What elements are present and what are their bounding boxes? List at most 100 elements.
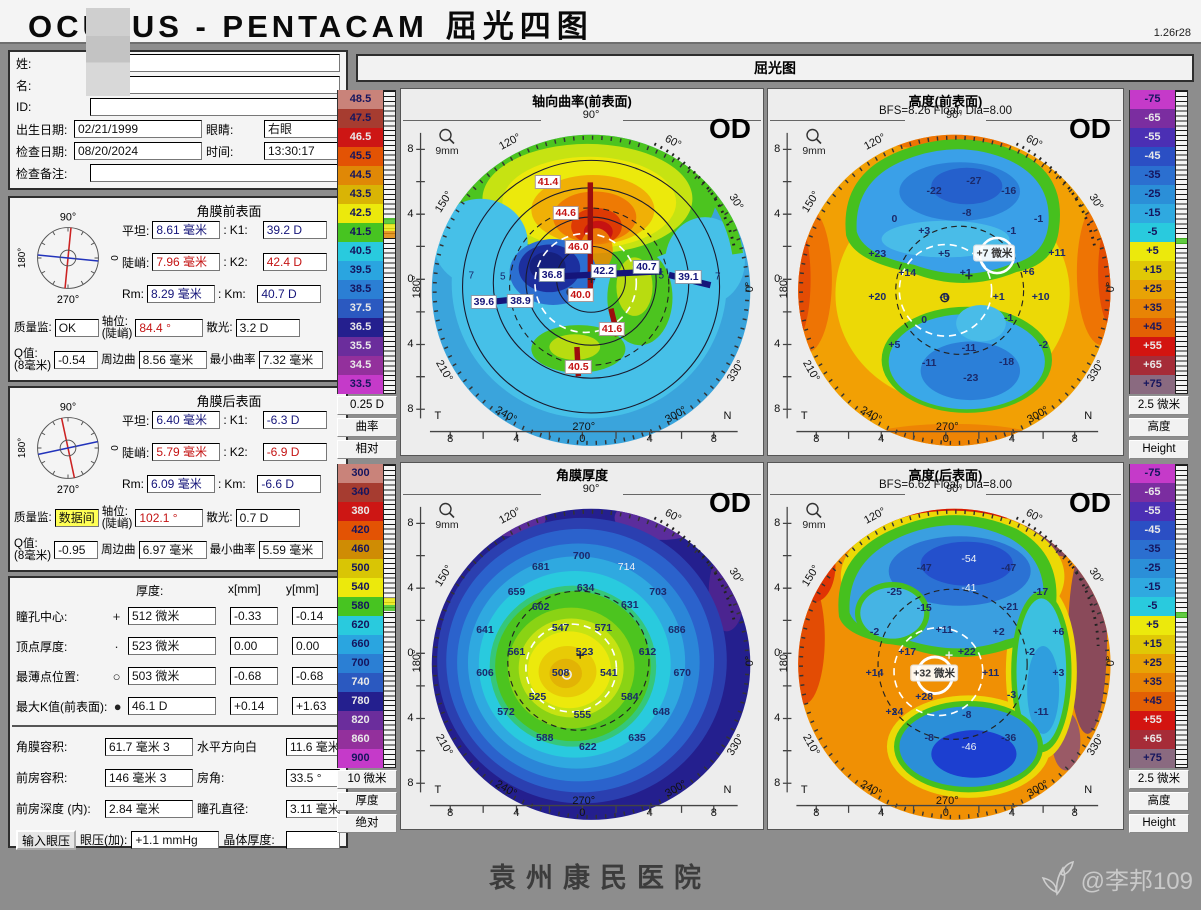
measure-value-2-field[interactable]: 33.5 °: [286, 768, 340, 787]
map-value-label: +17: [898, 645, 917, 658]
map-value-label: -1: [1004, 312, 1014, 325]
map-value-label: 525: [528, 690, 547, 703]
scale-swatches: 48.5 47.5 46.5 45.5 44.5 43.5 42.5 41.5 40.5 39.5…: [337, 90, 383, 394]
scale-unit-label: 2.5 微米: [1129, 396, 1189, 415]
measure-value-field[interactable]: 512 微米: [128, 607, 216, 625]
magnifier-zoom-control[interactable]: 9mm: [794, 127, 834, 157]
magnifier-icon: [806, 502, 822, 519]
front-k2-label: K2:: [229, 255, 248, 269]
back-row-quality: 质量监: 数据间 轴位: (陡峭) 102.1 ° 散光: 0.7 D: [14, 506, 340, 530]
front-axis-field[interactable]: 84.4 °: [135, 319, 204, 337]
exam-date-field[interactable]: 08/20/2024: [74, 142, 202, 160]
back-peripheral-field[interactable]: 6.97 毫米: [138, 541, 207, 559]
note-label: 检查备注:: [16, 166, 68, 181]
measure-y-field[interactable]: -0.68: [292, 667, 340, 685]
measure-value-2-field[interactable]: [286, 830, 340, 849]
curvature-scale: 48.5 47.5 46.5 45.5 44.5 43.5 42.5 41.5 40.5 39.5…: [337, 88, 399, 459]
front-q-label: Q值: (8毫米): [14, 348, 52, 372]
back-min-field[interactable]: 5.59 毫米: [258, 541, 323, 559]
scale-swatch: +55: [1129, 337, 1175, 356]
map-value-label: 0: [891, 212, 898, 225]
measure-y-field[interactable]: 0.00: [292, 637, 340, 655]
measure-label: 顶点厚度:: [16, 639, 68, 654]
back-flat-label: 平坦:: [122, 413, 150, 428]
magnifier-zoom-control[interactable]: 9mm: [427, 127, 467, 157]
back-km-field[interactable]: -6.6 D: [257, 475, 322, 493]
back-k1-field[interactable]: -6.3 D: [262, 411, 327, 429]
measure-value-field[interactable]: 61.7 毫米 3: [105, 737, 193, 756]
scale-swatch: -55: [1129, 502, 1175, 521]
measure-y-field[interactable]: +1.63: [292, 697, 340, 715]
h-axis-tick-label: N: [1084, 409, 1093, 422]
h-axis-tick-label: 4: [878, 432, 885, 445]
scale-l2-label: Height: [1129, 814, 1189, 833]
front-q-field[interactable]: -0.54: [54, 351, 99, 369]
h-axis-tick-label: T: [434, 783, 442, 796]
measure-value-field[interactable]: 146 毫米 3: [105, 768, 193, 787]
back-rm-field[interactable]: 6.09 毫米: [147, 475, 215, 493]
measure-value-field[interactable]: 46.1 D: [128, 697, 216, 715]
measure-x-field[interactable]: +0.14: [230, 697, 278, 715]
title-rule-right: [986, 120, 1121, 121]
measure-value-2-field[interactable]: 11.6 毫米: [286, 737, 340, 756]
angle-label: 90°: [582, 109, 600, 122]
pachymetry-map-art: [416, 506, 751, 820]
measure-value-field[interactable]: 503 微米: [128, 667, 216, 685]
elevation-back-map: 高度(后表面) BFS=6.62 Float, Dia=8.00 OD 9mm 90° 1…: [767, 462, 1124, 830]
scale-swatch: +45: [1129, 318, 1175, 337]
h-axis-tick-label: 4: [1008, 432, 1015, 445]
map-value-label: 38.9: [508, 295, 533, 308]
y-header: y[mm]: [286, 582, 319, 596]
measure-value-field[interactable]: 2.84 毫米: [105, 799, 193, 818]
back-steep-field[interactable]: 5.79 毫米: [152, 443, 221, 461]
front-peripheral-field[interactable]: 8.56 毫米: [138, 351, 207, 369]
cornea-back-panel: 角膜后表面 90° 270° 180° 0 平坦: 6.40 毫米: K1: -6.3…: [8, 386, 348, 572]
back-flat-field[interactable]: 6.40 毫米: [152, 411, 221, 429]
magnifier-zoom-control[interactable]: 9mm: [794, 501, 834, 531]
back-quality-field[interactable]: 数据间: [54, 509, 99, 527]
magnifier-zoom-control[interactable]: 9mm: [427, 501, 467, 531]
measure-x-field[interactable]: 0.00: [230, 637, 278, 655]
back-q-field[interactable]: -0.95: [54, 541, 99, 559]
eye-field[interactable]: 右眼: [264, 120, 340, 138]
front-flat-field[interactable]: 8.61 毫米: [152, 221, 221, 239]
measure-value-field[interactable]: 523 微米: [128, 637, 216, 655]
map-value-label: 39.1: [676, 271, 701, 284]
front-steep-field[interactable]: 7.96 毫米: [152, 253, 221, 271]
front-quality-field[interactable]: OK: [54, 319, 99, 337]
front-min-field[interactable]: 7.32 毫米: [258, 351, 323, 369]
front-row-steep: 陡峭: 7.96 毫米: K2: 42.4 D: [122, 250, 340, 274]
back-axis-compass: 90° 270° 180° 0: [14, 400, 122, 501]
enter-iop-button[interactable]: 输入眼压: [16, 829, 77, 850]
svg-text:0: 0: [110, 255, 121, 261]
front-km-field[interactable]: 40.7 D: [257, 285, 322, 303]
svg-text:90°: 90°: [60, 212, 76, 224]
measure-x-field[interactable]: -0.68: [230, 667, 278, 685]
scale-swatch: +5: [1129, 242, 1175, 261]
back-astig-field[interactable]: 0.7 D: [235, 509, 300, 527]
angle-label: 270°: [935, 420, 959, 433]
h-axis-tick-label: 8: [710, 432, 717, 445]
front-k2-field[interactable]: 42.4 D: [262, 253, 327, 271]
measure-value-2-field[interactable]: 3.11 毫米: [286, 799, 340, 818]
measure-value-field[interactable]: +1.1 mmHg: [131, 830, 220, 849]
measure-y-field[interactable]: -0.14: [292, 607, 340, 625]
back-k2-field[interactable]: -6.9 D: [262, 443, 327, 461]
dob-field[interactable]: 02/21/1999: [74, 120, 202, 138]
v-axis-tick-label: 4: [774, 712, 781, 725]
front-axis-label: 轴位: (陡峭): [101, 316, 133, 340]
id-field[interactable]: [90, 98, 340, 116]
measure-x-field[interactable]: -0.33: [230, 607, 278, 625]
watermark: @李邦109: [1037, 858, 1193, 898]
note-field[interactable]: [90, 164, 340, 182]
scale-swatch: 460: [337, 540, 383, 559]
section-title-bar: 屈光图: [356, 54, 1194, 82]
time-field[interactable]: 13:30:17: [264, 142, 340, 160]
front-astig-field[interactable]: 3.2 D: [235, 319, 300, 337]
back-k1-label: K1:: [229, 413, 248, 427]
front-rm-field[interactable]: 8.29 毫米: [147, 285, 215, 303]
back-axis-field[interactable]: 102.1 °: [135, 509, 204, 527]
measure-label-2: 水平方向白: [197, 740, 258, 754]
map-value-label: +22: [957, 645, 976, 658]
front-k1-field[interactable]: 39.2 D: [262, 221, 327, 239]
